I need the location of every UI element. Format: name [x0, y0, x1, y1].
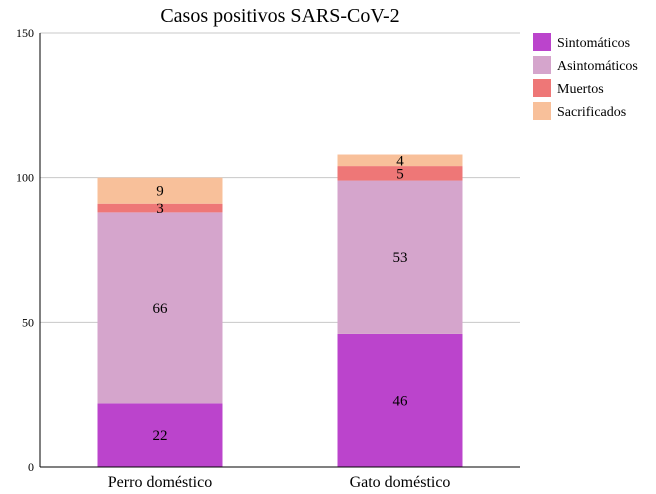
data-label: 66 — [153, 301, 169, 317]
y-tick-label: 0 — [28, 460, 34, 474]
bar-segment — [97, 212, 223, 404]
bar-segment — [97, 177, 223, 204]
legend-label: Muertos — [557, 82, 604, 97]
bar-segment — [337, 180, 463, 334]
bar-segment — [97, 403, 223, 467]
bar-segment — [337, 154, 463, 167]
data-label: 9 — [156, 184, 164, 200]
bar-segment — [97, 203, 223, 213]
y-tick-label: 50 — [22, 315, 34, 329]
data-label: 22 — [153, 428, 168, 444]
axes: 0 50 100 150 Perro doméstico Gato doméstico — [16, 26, 520, 491]
legend: Sintomáticos Asintomáticos Muertos Sacrific… — [533, 33, 638, 120]
data-label: 3 — [156, 201, 164, 217]
data-label: 5 — [396, 166, 404, 182]
legend-swatch — [533, 33, 551, 51]
chart-title: Casos positivos SARS-CoV-2 — [160, 5, 399, 27]
legend-label: Sintomáticos — [557, 36, 630, 51]
legend-swatch — [533, 79, 551, 97]
data-label: 4 — [396, 153, 404, 169]
x-tick-label: Perro doméstico — [108, 474, 212, 491]
bar-segment — [337, 333, 463, 467]
bars: 22 66 39 46 53 54 — [97, 153, 463, 467]
legend-swatch — [533, 102, 551, 120]
x-tick-label: Gato doméstico — [350, 474, 451, 491]
bar-segment — [337, 166, 463, 181]
legend-label: Asintomáticos — [557, 59, 638, 74]
data-label: 53 — [393, 250, 408, 266]
legend-label: Sacrificados — [557, 105, 626, 120]
y-tick-label: 100 — [16, 171, 34, 185]
y-tick-label: 150 — [16, 26, 34, 40]
legend-swatch — [533, 56, 551, 74]
data-label: 46 — [393, 393, 409, 409]
